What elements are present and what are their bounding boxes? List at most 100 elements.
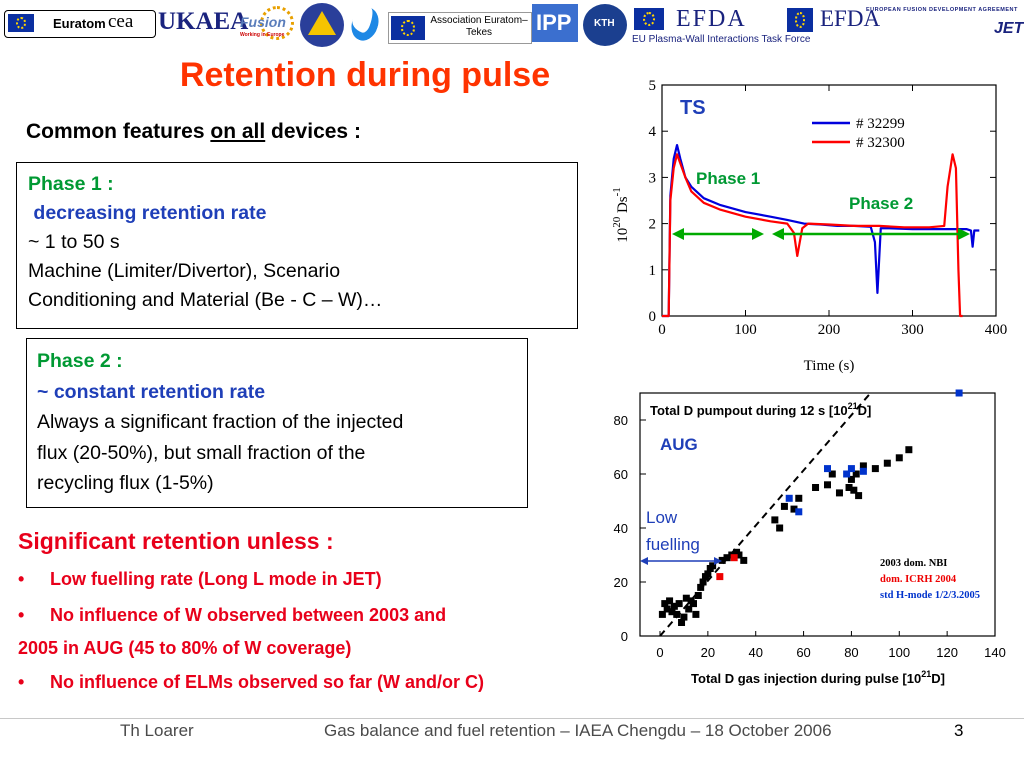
ts-legend-label-32300: # 32300 [856, 135, 905, 151]
aug-data-point [955, 389, 963, 397]
jet-logo: JET [994, 20, 1024, 37]
aug-data-point [795, 494, 803, 502]
slide-title: Retention during pulse [179, 56, 551, 94]
fusion-logo: Fusion Working in Europe [240, 4, 298, 46]
phase2-subheading-line: ~ constant retention rate [37, 377, 527, 408]
aug-chart: 0 20 40 60 80 100 120 140 0 20 40 60 80 Total D pump… [614, 389, 1006, 686]
ipp-logo: IPP [532, 4, 578, 42]
aug-data-point [845, 484, 853, 491]
aug-data-point [685, 605, 693, 613]
ts-x-tick-label: 100 [734, 322, 757, 338]
ts-x-tick-label: 300 [901, 322, 924, 338]
aug-x-tick-label: 80 [844, 645, 858, 660]
aug-data-point [682, 594, 690, 602]
bullet-item: • No influence of W observed between 2003… [18, 605, 446, 626]
ts-y-tick-label: 3 [649, 170, 657, 186]
ts-y-tick-label: 0 [649, 309, 657, 325]
aug-data-point [723, 554, 731, 562]
aug-title-exp: 21 [848, 401, 858, 411]
aug-data-point [709, 562, 717, 570]
aug-legend-nbi: 2003 dom. NBI [880, 558, 947, 569]
ts-y-axis-label: 1020 Ds-1 [611, 187, 631, 243]
fusion-text: Fusion [240, 14, 286, 30]
aug-legend: 2003 dom. NBI dom. ICRH 2004 std H-mode … [880, 558, 980, 601]
aug-data-point [771, 516, 779, 524]
ts-chart: 0 100 200 300 400 0 1 2 3 4 5 TS # 32299 # 32300 P… [611, 78, 1007, 374]
aug-data-point [680, 613, 688, 621]
ts-machine-label: TS [680, 97, 706, 119]
aug-data-point [690, 600, 697, 608]
aug-data-point [795, 508, 803, 516]
phase2-line2: flux (20-50%), but small fraction of the [37, 441, 366, 464]
significant-retention-heading: Significant retention unless : [18, 528, 334, 554]
aug-x-tick-label: 100 [888, 645, 910, 660]
aug-xlabel-tail: D] [931, 671, 945, 686]
common-after: devices : [265, 120, 361, 143]
efda-subtitle: EU Plasma-Wall Interactions Task Force [632, 34, 811, 45]
ukaea-logo: UKAEA [158, 8, 249, 35]
ts-ylabel-main: 10 [615, 228, 631, 243]
common-features-heading: Common features on all devices : [26, 120, 361, 144]
aug-y-tick-label: 0 [621, 629, 628, 644]
kth-logo: KTH [583, 4, 627, 46]
ts-ylabel-exp: 20 [611, 216, 623, 228]
aug-data-point [668, 608, 676, 616]
phase2-box: Phase 2 : ~ constant retention rate Alwa… [26, 338, 528, 508]
aug-data-point [883, 459, 891, 467]
ts-ylabel-unit: Ds [615, 196, 631, 217]
aug-data-point [661, 600, 669, 608]
svg-text:1020 Ds-1: 1020 Ds-1 [611, 187, 631, 243]
phase2-heading: Phase 2 : [37, 350, 123, 372]
aug-data-point [859, 462, 867, 470]
aug-data-point [716, 573, 724, 581]
bullet-item-continuation: 2005 in AUG (45 to 80% of W coverage) [18, 638, 351, 659]
aug-low-fuelling-arrow [640, 557, 722, 565]
aug-x-tick-label: 120 [936, 645, 958, 660]
star-ring-icon [260, 6, 294, 40]
aug-data-point [812, 484, 820, 491]
aug-data-point [730, 554, 738, 562]
ts-legend-label-32299: # 32299 [856, 116, 905, 132]
ts-x-tick-label: 200 [818, 322, 841, 338]
aug-data-point [871, 465, 879, 473]
aug-x-tick-label: 140 [984, 645, 1006, 660]
aug-data-point [828, 470, 836, 478]
aug-data-point [658, 610, 666, 618]
aug-data-point [740, 556, 748, 564]
ts-series-line [662, 153, 963, 318]
aug-data-point [905, 446, 913, 454]
aug-data-point [790, 505, 798, 513]
aug-data-point [835, 489, 843, 497]
ts-ylabel-unit-exp: -1 [611, 187, 623, 196]
phase1-heading: Phase 1 : [28, 173, 114, 195]
phase1-line1: ~ 1 to 50 s [28, 231, 120, 253]
aug-title-main: Total D pumpout during 12 s [10 [650, 403, 848, 418]
ts-phase1-arrow [672, 228, 764, 240]
aug-data-point [776, 524, 784, 532]
ts-y-tick-label: 1 [649, 263, 657, 279]
footer-divider [0, 718, 1024, 719]
ts-phase1-label: Phase 1 [696, 169, 760, 188]
aug-data-point [735, 551, 743, 559]
aug-x-tick-label: 40 [748, 645, 762, 660]
aug-data-point [675, 600, 683, 608]
aug-data-point [678, 619, 686, 626]
phase2-line1: Always a significant fraction of the inj… [37, 411, 404, 433]
bullet-icon: • [18, 569, 25, 589]
aug-y-tick-label: 80 [614, 413, 628, 428]
phase1-line3: Conditioning and Material (Be - C – W)… [28, 289, 383, 311]
item-text: Low fuelling rate (Long L mode in JET) [50, 569, 382, 589]
common-before: Common features [26, 120, 211, 143]
aug-x-axis-label: Total D gas injection during pulse [1021… [691, 669, 945, 686]
efda-logo-text: EFDA [676, 6, 747, 32]
bullet-icon: • [18, 672, 25, 692]
aug-y-tick-label: 60 [614, 467, 628, 482]
tekes-logo: Association Euratom–Tekes [388, 12, 532, 44]
aug-data-point [694, 592, 702, 599]
ts-legend: # 32299 # 32300 [812, 116, 905, 151]
triangle-seal-logo [300, 3, 344, 47]
aug-data-point [666, 597, 674, 605]
efda2-subtitle: EUROPEAN FUSION DEVELOPMENT AGREEMENT [866, 7, 1018, 13]
euratom-text: Euratom [53, 16, 106, 31]
aug-x-tick-label: 20 [701, 645, 715, 660]
